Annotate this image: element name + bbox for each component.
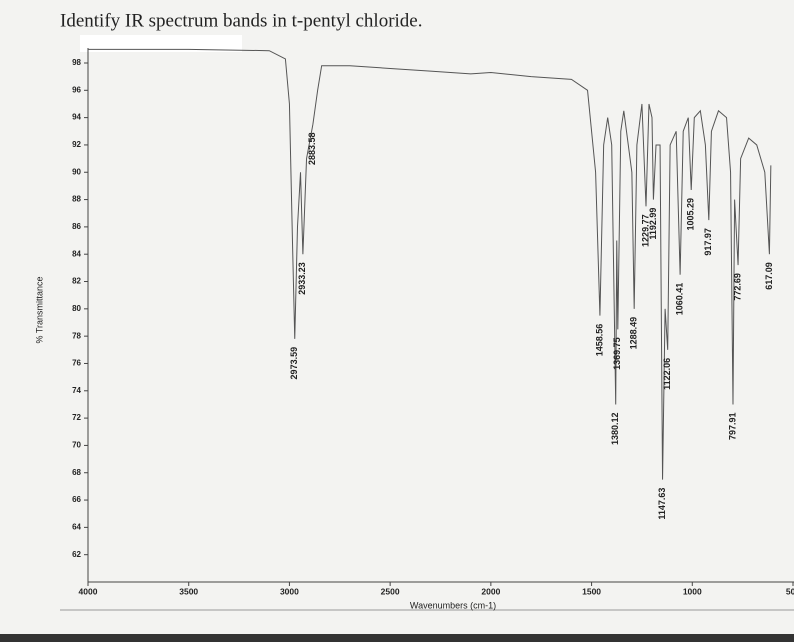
y-tick-label: 72	[72, 413, 81, 422]
y-tick-label: 88	[72, 195, 81, 204]
x-axis-label: Wavenumbers (cm-1)	[410, 600, 496, 610]
peak-label: 1060.41	[674, 283, 684, 316]
x-tick-label: 3000	[280, 586, 299, 596]
peak-label: 1288.49	[629, 317, 639, 350]
x-tick-label: 2500	[381, 586, 400, 596]
peak-label: 1369.75	[612, 337, 622, 370]
peak-label: 1380.12	[610, 412, 620, 445]
peak-label: 2883.58	[307, 132, 317, 165]
peak-label: 1458.56	[594, 324, 604, 357]
y-tick-label: 62	[72, 550, 81, 559]
y-tick-label: 92	[72, 140, 81, 149]
peak-label: 1229.77	[640, 214, 650, 247]
peak-label: 1192.99	[648, 208, 658, 240]
y-tick-label: 68	[72, 468, 81, 477]
y-tick-label: 82	[72, 277, 81, 286]
y-tick-label: 78	[72, 331, 81, 340]
peak-label: 797.91	[727, 412, 737, 440]
x-tick-label: 3500	[179, 586, 198, 596]
peak-label: 2933.23	[297, 262, 307, 295]
y-tick-label: 98	[72, 58, 81, 67]
x-tick-label: 1500	[582, 586, 601, 596]
y-tick-label: 76	[72, 359, 81, 368]
y-tick-label: 80	[72, 304, 81, 313]
y-tick-label: 86	[72, 222, 81, 231]
spectrum-line	[88, 48, 772, 480]
y-tick-label: 96	[72, 85, 81, 94]
y-tick-label: 84	[72, 249, 81, 258]
redaction	[80, 35, 242, 52]
x-tick-label: 4000	[79, 586, 98, 596]
y-tick-label: 70	[72, 441, 81, 450]
y-tick-label: 94	[72, 113, 81, 122]
peak-label: 1122.06	[662, 358, 672, 390]
peak-label: 917.97	[703, 228, 713, 256]
y-tick-label: 64	[72, 522, 81, 531]
y-tick-label: 90	[72, 167, 81, 176]
y-axis-label: % Transmittance	[34, 276, 44, 343]
y-tick-label: 66	[72, 495, 81, 504]
bottom-edge	[0, 634, 794, 642]
peak-label: 617.09	[764, 262, 774, 290]
x-tick-label: 1000	[683, 586, 702, 596]
peak-label: 2973.59	[289, 347, 299, 380]
peak-label: 1005.29	[686, 198, 696, 231]
x-tick-label: 500	[786, 586, 794, 596]
x-tick-label: 2000	[481, 586, 500, 596]
y-tick-label: 74	[72, 386, 81, 395]
peak-label: 772.69	[732, 273, 742, 301]
peak-label: 1147.63	[657, 488, 667, 520]
chart-title: Identify IR spectrum bands in t-pentyl c…	[60, 10, 423, 31]
